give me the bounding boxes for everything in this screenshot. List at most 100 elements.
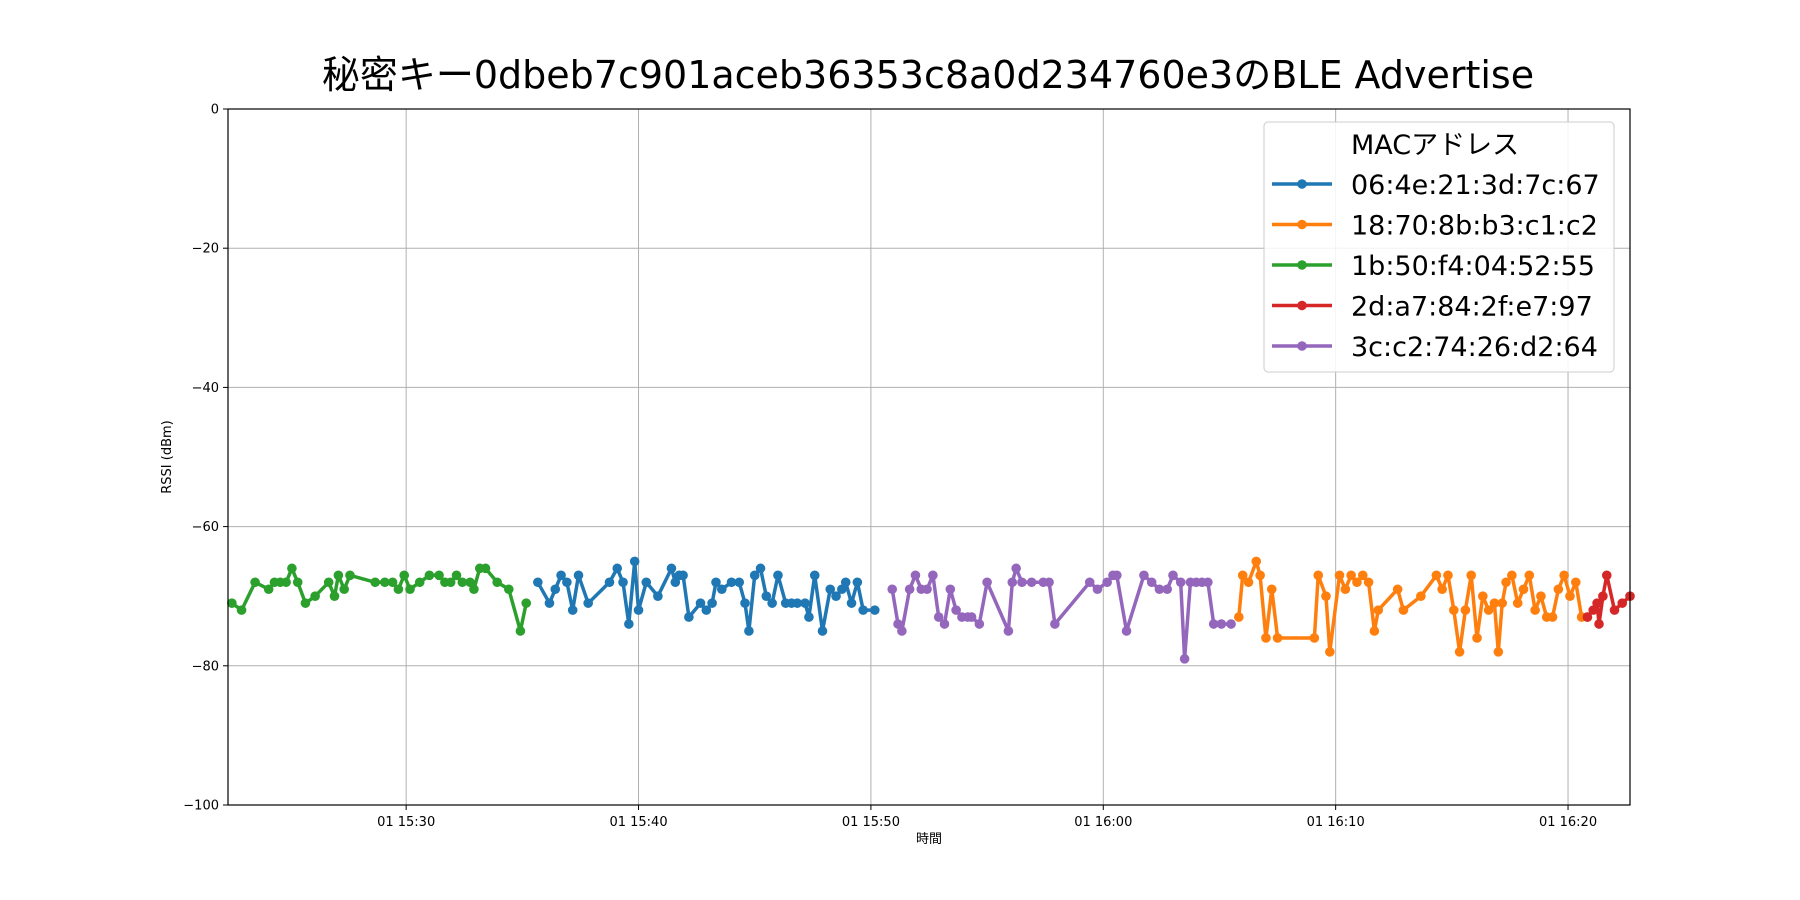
data-point [380, 577, 390, 588]
data-point [604, 577, 615, 588]
x-tick-label: 01 16:10 [1307, 815, 1365, 830]
data-point [1175, 577, 1186, 588]
data-point [666, 563, 677, 574]
data-point [469, 584, 479, 595]
data-point [1493, 647, 1504, 657]
data-point [633, 605, 644, 615]
data-point [1321, 591, 1331, 601]
data-point [701, 605, 712, 615]
x-tick-label: 01 15:50 [842, 815, 900, 830]
data-point [1392, 584, 1403, 595]
data-point [445, 577, 456, 588]
data-point [1466, 570, 1477, 581]
data-point [1478, 591, 1488, 601]
data-point [982, 577, 992, 588]
legend-marker [1297, 179, 1307, 189]
x-tick-label: 01 16:20 [1539, 815, 1597, 830]
data-point [684, 612, 694, 622]
legend-marker [1297, 260, 1307, 270]
data-point [695, 598, 706, 608]
data-point [945, 584, 956, 595]
data-point [556, 570, 566, 581]
data-point [1179, 654, 1190, 664]
x-tick-label: 01 16:00 [1074, 815, 1132, 830]
data-point [1617, 598, 1628, 608]
data-point [711, 577, 721, 588]
data-point [1592, 598, 1602, 608]
data-point [1454, 647, 1465, 657]
x-axis-label: 時間 [916, 832, 942, 847]
legend-item: 06:4e:21:3d:7c:67 [1272, 170, 1600, 201]
data-point [333, 570, 344, 581]
data-point [831, 591, 841, 601]
data-point [399, 570, 410, 581]
data-point [567, 605, 578, 615]
data-point [1255, 570, 1265, 581]
data-point [1363, 577, 1374, 588]
legend-item: 18:70:8b:b3:c1:c2 [1272, 211, 1598, 242]
data-point [707, 598, 717, 608]
data-point [1208, 619, 1219, 629]
data-point [515, 626, 526, 636]
data-point [414, 577, 425, 588]
data-point [734, 577, 745, 588]
data-point [370, 577, 380, 588]
data-point [773, 570, 783, 581]
data-point [1261, 633, 1271, 643]
data-point [858, 605, 868, 615]
data-point [928, 570, 938, 581]
data-point [1334, 570, 1345, 581]
data-point [562, 577, 572, 588]
data-point [1357, 570, 1368, 581]
data-point [740, 598, 750, 608]
data-point [281, 577, 291, 588]
data-point [1530, 605, 1540, 615]
data-point [492, 577, 502, 588]
data-point [451, 570, 462, 581]
data-point [749, 570, 760, 581]
data-point [612, 563, 623, 574]
data-point [1437, 584, 1447, 595]
data-point [951, 605, 961, 615]
data-point [1146, 577, 1157, 588]
series-line [536, 559, 875, 633]
legend-marker [1297, 341, 1307, 351]
data-point [300, 598, 311, 608]
y-tick-label: −60 [192, 520, 219, 535]
legend-marker [1297, 219, 1307, 230]
data-point [1369, 626, 1380, 636]
data-point [809, 570, 820, 581]
x-axis-ticks: 01 15:30 01 15:40 01 15:50 01 16:00 01 16:10… [377, 805, 1597, 830]
series-18:70:8b:b3:c1:c2 [1234, 556, 1593, 657]
data-point [1448, 605, 1459, 615]
data-point [744, 626, 754, 636]
data-point [1162, 584, 1172, 595]
y-tick-label: −20 [192, 242, 219, 257]
data-point [846, 598, 857, 608]
data-point [1594, 619, 1604, 629]
legend-box [1263, 121, 1615, 373]
data-point [405, 584, 415, 595]
data-point [1443, 570, 1453, 581]
legend-title: MACアドレス [1351, 130, 1519, 161]
data-point [1084, 577, 1095, 588]
data-point [1483, 605, 1494, 615]
data-point [1373, 605, 1384, 615]
data-point [550, 584, 561, 595]
data-point [1340, 584, 1351, 595]
data-point [1559, 570, 1569, 581]
data-point [310, 591, 320, 601]
data-point [1102, 577, 1112, 588]
data-point [236, 605, 247, 615]
data-point [1313, 570, 1324, 581]
data-point [1309, 633, 1320, 643]
data-point [1017, 577, 1027, 588]
data-point [1050, 619, 1060, 629]
y-tick-label: 0 [211, 103, 219, 118]
data-point [678, 570, 688, 581]
data-point [503, 584, 514, 595]
data-point [1243, 577, 1254, 588]
data-point [533, 577, 543, 588]
data-point [250, 577, 260, 588]
y-tick-label: −80 [192, 659, 219, 674]
